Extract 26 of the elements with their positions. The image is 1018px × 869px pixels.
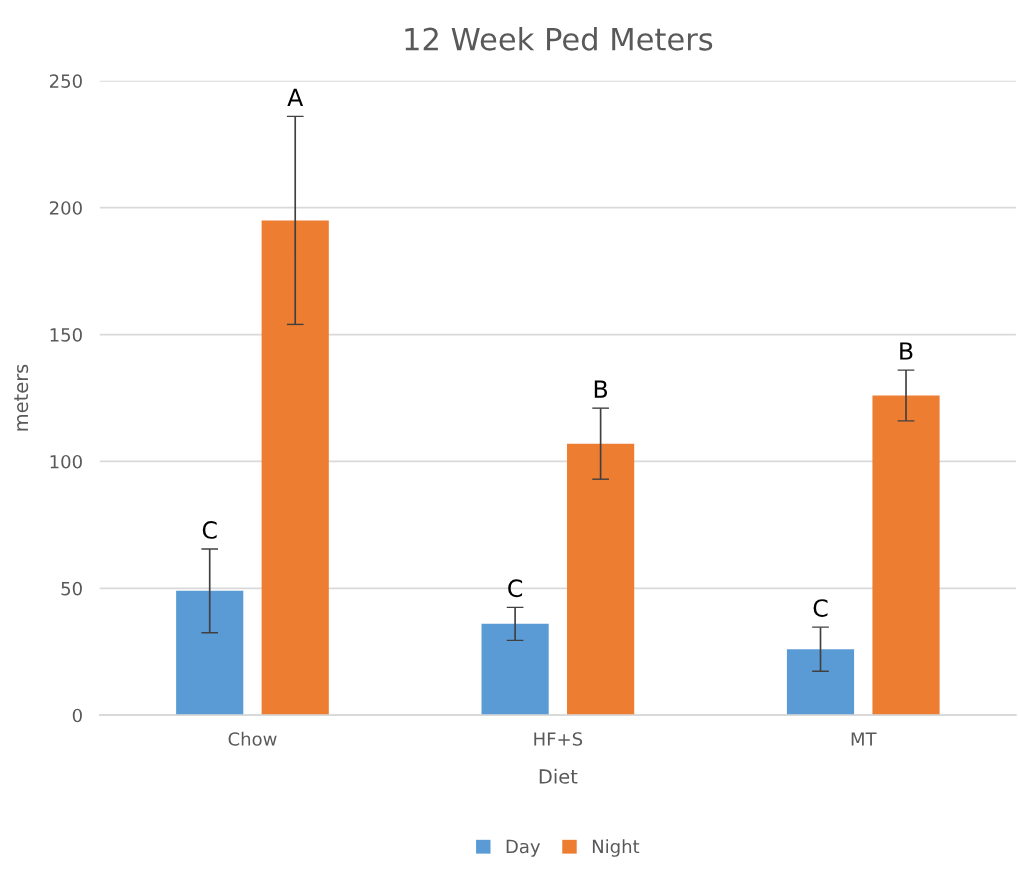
legend-label: Day — [506, 839, 541, 857]
legend-label: Night — [592, 839, 640, 857]
bar — [567, 443, 635, 716]
bar — [176, 590, 244, 716]
y-tick-label: 0 — [72, 708, 82, 723]
annotation: C — [813, 599, 828, 618]
bar — [481, 623, 549, 716]
y-tick-label: 200 — [49, 201, 82, 215]
y-axis-title: meters — [14, 364, 29, 431]
x-tick-label: MT — [851, 732, 877, 746]
annotation: B — [594, 380, 608, 398]
annotation: C — [202, 520, 217, 539]
annotation: A — [287, 88, 304, 106]
annotation: B — [900, 342, 913, 360]
chart-title: 12 Week Ped Meters — [405, 27, 713, 51]
annotation: C — [508, 579, 523, 598]
y-tick-label: 100 — [50, 454, 82, 469]
bar — [786, 649, 855, 716]
bar — [261, 220, 329, 716]
y-tick-label: 50 — [61, 581, 82, 596]
x-tick-label: HF+S — [534, 732, 583, 746]
y-tick-label: 150 — [50, 328, 82, 342]
bar — [872, 395, 940, 716]
y-tick-label: 250 — [49, 74, 82, 88]
x-tick-label: Chow — [228, 731, 277, 746]
x-axis-title: Diet — [539, 768, 578, 784]
